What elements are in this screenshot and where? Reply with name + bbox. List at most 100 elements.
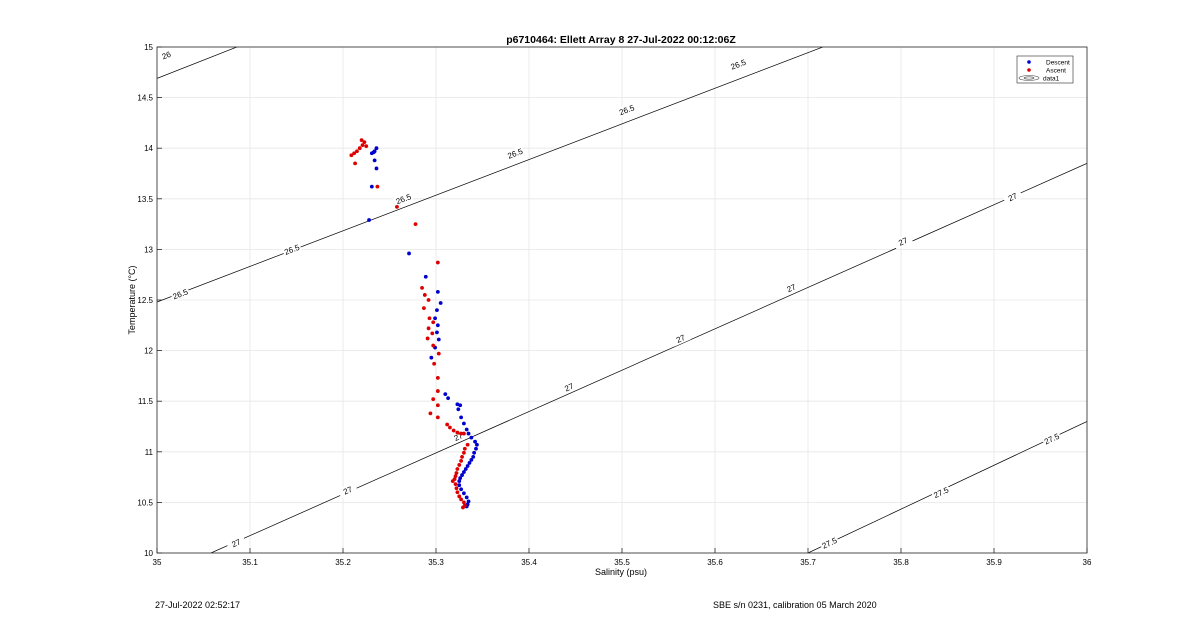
descent-point [374,146,379,151]
descent-point [435,323,440,328]
isopycnal-label-bg [830,11,850,27]
x-tick-label: 35.1 [242,558,258,567]
descent-point [469,435,474,440]
ascent-point [460,454,464,459]
isopycnal-label: 27 [786,282,798,294]
isopycnal-label: 27 [1007,191,1019,203]
y-tick-label: 13 [144,245,153,254]
descent-point [459,415,464,420]
data-points [349,138,479,510]
ascent-point [462,431,466,436]
ascent-point [461,505,465,510]
ascent-point [352,151,357,156]
isopycnal-label: 26 [161,50,173,62]
isopycnal-label-bg [281,241,303,258]
descent-point [462,470,466,474]
ascent-point [359,138,364,143]
y-tick-label: 14 [144,144,153,153]
ascent-point [448,425,452,430]
ascent-point [462,446,467,451]
descent-point [474,446,478,451]
legend-contour-marker-inner [1023,76,1035,80]
isopycnal-label-bg [337,482,358,499]
ascent-point [453,482,458,487]
x-tick-label: 35.5 [614,558,630,567]
x-tick-label: 35 [153,558,162,567]
ascent-point [459,497,464,502]
descent-point [435,290,440,294]
ascent-point [428,411,433,416]
density-contours: 2626.526.526.526.526.526.526.52727272727… [157,11,1087,553]
legend-descent-marker [1027,60,1031,64]
descent-point [459,487,464,492]
descent-point [473,439,477,444]
ascent-point [422,306,426,310]
ascent-point [422,293,427,297]
ascent-point [349,153,354,158]
x-tick-label: 36 [1083,558,1092,567]
ascent-point [360,143,365,148]
y-tick-label: 10.5 [137,498,153,507]
descent-point [374,166,379,171]
ascent-point [436,351,441,356]
isopycnal-label: 26.5 [832,12,850,26]
isopycnal-label-bg [616,101,637,118]
isopycnal-label: 27 [897,236,909,248]
ascent-point [431,343,436,348]
isopycnal-label-bg [819,534,840,552]
isopycnal-label: 27 [675,333,687,345]
x-tick-label: 35.7 [800,558,816,567]
descent-point [423,274,428,279]
ascent-point [426,326,431,331]
ascent-point [395,204,399,209]
x-tick-label: 35.8 [893,558,909,567]
y-axis-label: Temperature (°C) [127,265,137,334]
ascent-point [362,140,367,145]
ascent-point [457,494,462,499]
y-tick-label: 15 [144,43,153,52]
descent-point [469,457,474,462]
isopycnal-line [157,47,824,303]
isopycnal-label-bg [1041,430,1062,448]
ascent-point [435,260,440,265]
descent-point [446,396,450,401]
legend-label: Descent [1046,60,1070,67]
isopycnal-label-bg [892,233,914,250]
descent-point [460,473,464,477]
legend-label: data1 [1043,76,1060,83]
ascent-point [457,463,462,467]
descent-point [465,464,470,468]
descent-point [438,301,443,305]
isopycnal-label-bg [393,190,414,207]
ascent-point [375,184,380,189]
descent-point [443,392,448,397]
ascent-point [431,397,436,402]
chart-title: p6710464: Ellett Array 8 27-Jul-2022 00:… [506,34,736,46]
ascent-point [432,361,437,366]
ascent-point [459,431,464,436]
isopycnal-label-bg [558,378,580,396]
descent-point [435,330,439,335]
descent-point [462,491,466,496]
ascent-point [462,500,466,505]
grid-lines [156,46,1088,554]
legend-box [1016,55,1074,84]
x-tick-label: 35.2 [335,558,351,567]
isopycnal-label-bg [670,330,691,347]
descent-point [407,251,411,256]
ascent-point [353,161,357,166]
descent-point [369,151,374,156]
descent-point [458,476,463,481]
ascent-point [427,316,432,321]
y-tick-label: 11 [145,448,154,457]
footer-timestamp: 27-Jul-2022 02:52:17 [155,600,241,610]
descent-point [464,427,469,432]
descent-point [367,218,371,222]
ascent-point [450,479,455,484]
y-tick-label: 11.5 [138,397,154,406]
ascent-point [445,422,450,427]
descent-point [436,337,441,342]
descent-point [466,431,471,436]
ascent-point [454,486,459,491]
